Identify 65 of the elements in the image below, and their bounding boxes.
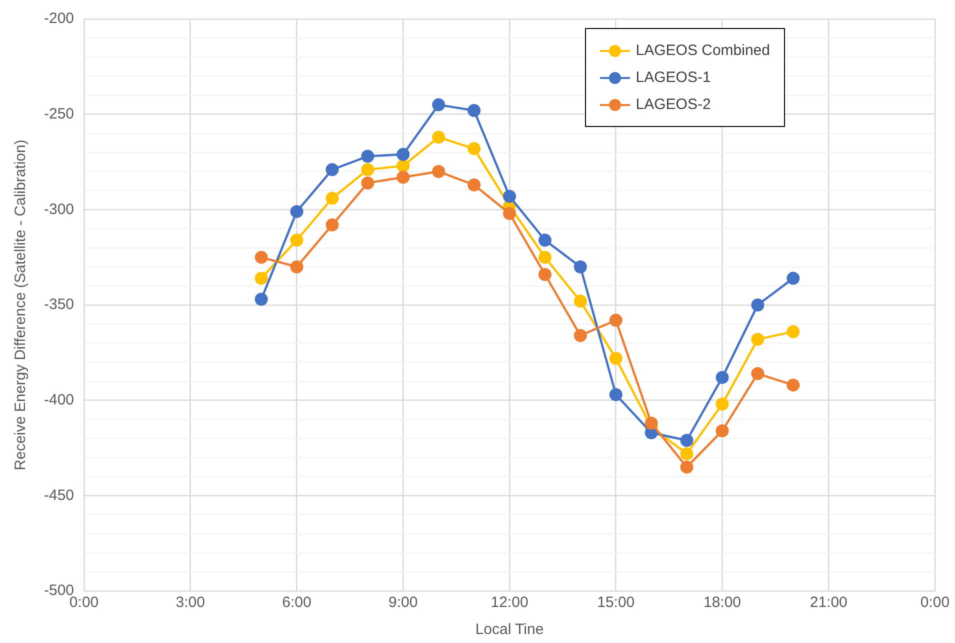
x-tick-label: 18:00: [703, 594, 742, 612]
x-tick-label: 0:00: [69, 594, 99, 612]
point: [716, 370, 729, 384]
point: [538, 250, 552, 264]
x-tick-label: 6:00: [282, 594, 312, 612]
point: [574, 260, 587, 274]
y-axis-title: Receive Energy Difference (Satellite - Calibration): [12, 140, 30, 470]
point: [361, 163, 374, 176]
point: [468, 142, 481, 156]
point: [574, 329, 587, 342]
y-tick-label: -400: [44, 391, 74, 408]
y-tick-label: -300: [44, 200, 74, 218]
point: [786, 378, 800, 392]
point: [326, 163, 339, 176]
point: [254, 292, 268, 306]
point: [432, 165, 446, 178]
point: [644, 416, 658, 430]
legend-label: LAGEOS Combined: [636, 42, 770, 59]
x-tick-label: 3:00: [176, 594, 205, 612]
point: [290, 205, 304, 218]
legend-label: LAGEOS-1: [636, 69, 711, 86]
point: [290, 234, 304, 247]
point: [468, 178, 481, 192]
x-tick-label: 21:00: [810, 594, 848, 612]
y-tick-label: -200: [44, 10, 74, 28]
point: [326, 218, 339, 232]
point: [468, 104, 481, 118]
point: [609, 314, 622, 327]
point: [786, 325, 800, 338]
point: [716, 424, 729, 438]
x-tick-label: 15:00: [597, 594, 635, 612]
point: [396, 159, 410, 172]
legend-label: LAGEOS-2: [636, 96, 711, 113]
point: [290, 260, 304, 274]
point: [680, 447, 694, 460]
point: [396, 170, 410, 184]
point: [432, 130, 446, 144]
x-axis-title: Local Tine: [475, 621, 544, 638]
point: [432, 98, 446, 112]
point: [716, 398, 729, 411]
x-tick-label: 0:00: [920, 594, 950, 612]
point: [361, 176, 374, 190]
y-tick-label: -450: [44, 486, 74, 504]
point: [503, 190, 516, 203]
x-tick-label: 9:00: [388, 594, 418, 612]
point: [254, 250, 268, 264]
point: [751, 332, 764, 346]
point: [786, 272, 800, 285]
point: [680, 460, 694, 474]
point: [538, 234, 552, 247]
point: [574, 294, 587, 308]
point: [751, 367, 764, 380]
point: [538, 268, 552, 281]
y-tick-label: -350: [44, 296, 74, 314]
point: [254, 272, 268, 285]
x-tick-label: 12:00: [490, 594, 528, 612]
point: [361, 150, 374, 163]
point: [680, 434, 694, 447]
point: [326, 192, 339, 205]
point: [751, 298, 764, 312]
point: [609, 352, 622, 365]
point: [503, 206, 516, 220]
point: [609, 388, 622, 402]
y-tick-label: -250: [44, 105, 74, 122]
point: [396, 148, 410, 161]
